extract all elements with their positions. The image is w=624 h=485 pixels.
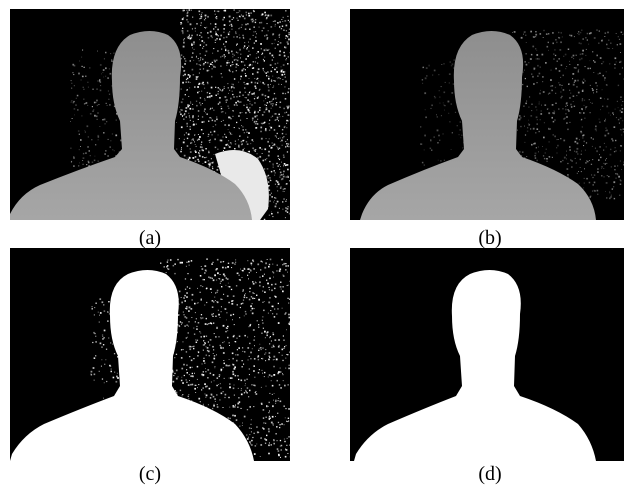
person-silhouette-a xyxy=(10,31,252,220)
person-mask-c xyxy=(10,270,254,461)
caption-a: (a) xyxy=(138,227,162,249)
panel-d-image xyxy=(350,248,624,461)
person-silhouette-b xyxy=(360,31,596,220)
glare-region xyxy=(215,150,269,220)
caption-d: (d) xyxy=(478,463,502,485)
depth-map-b xyxy=(350,9,624,220)
depth-map-a xyxy=(10,9,290,220)
person-mask-d xyxy=(354,270,596,461)
noise-speckles-a xyxy=(70,9,290,220)
binary-mask-c xyxy=(10,248,290,461)
panel-a-image xyxy=(10,9,290,220)
panel-c-image xyxy=(10,248,290,461)
binary-mask-d xyxy=(350,248,624,461)
caption-b: (b) xyxy=(478,227,502,249)
panel-b-image xyxy=(350,9,624,220)
caption-c: (c) xyxy=(138,463,162,485)
